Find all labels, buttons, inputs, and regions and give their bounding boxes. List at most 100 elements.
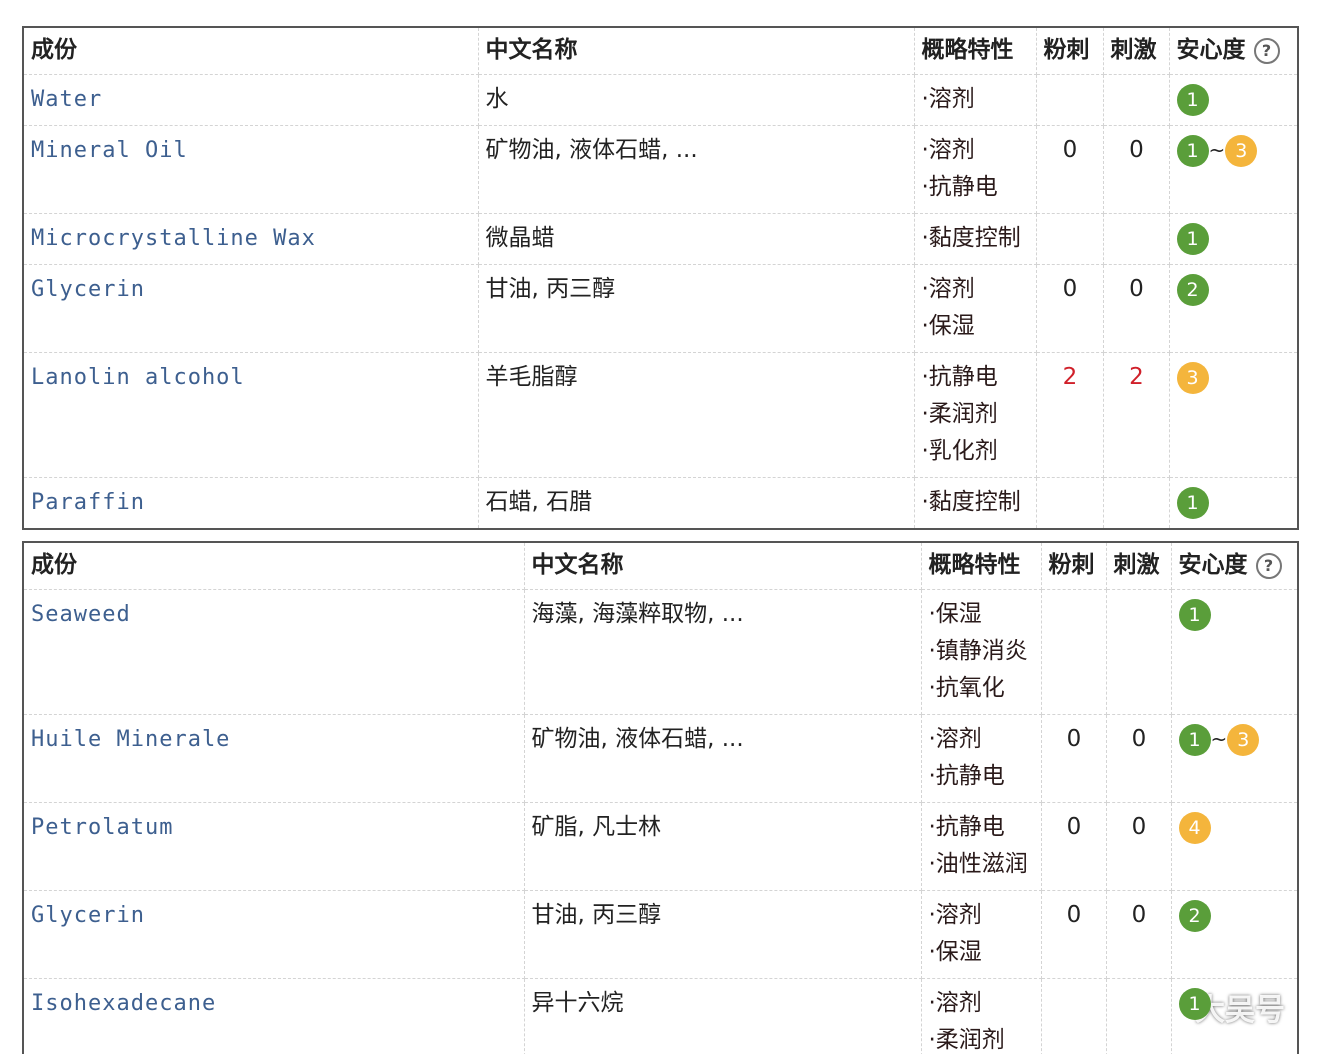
safety-badge: 1 bbox=[1176, 83, 1209, 116]
irritation-cell: 0 bbox=[1102, 264, 1170, 353]
safety-cell: 1 bbox=[1168, 74, 1299, 126]
safety-cell: 1 bbox=[1168, 213, 1299, 265]
property: ·溶剂 bbox=[928, 990, 982, 1016]
ingredient-row: Petrolatum 矿脂, 凡士林 ·抗静电 ·油性滋润 0 0 4 bbox=[22, 802, 1299, 891]
header-label: 粉刺 bbox=[1048, 552, 1095, 578]
ingredient-row: Glycerin 甘油, 丙三醇 ·溶剂 ·保湿 0 0 2 bbox=[22, 264, 1299, 353]
acne-cell: 0 bbox=[1035, 125, 1104, 214]
acne-cell: 0 bbox=[1040, 714, 1107, 803]
ingredient-row: Microcrystalline Wax 微晶蜡 ·黏度控制 1 bbox=[22, 213, 1299, 265]
safety-badge: 2 bbox=[1178, 899, 1211, 932]
range-separator: ~ bbox=[1210, 727, 1228, 751]
irritation-cell bbox=[1102, 74, 1170, 126]
safety-badge: 3 bbox=[1227, 723, 1260, 756]
properties-cell: ·抗静电 ·柔润剂 ·乳化剂 bbox=[913, 352, 1037, 478]
header-label: 安心度 bbox=[1178, 552, 1248, 578]
property: ·溶剂 bbox=[928, 726, 982, 752]
header-cell: 粉刺 bbox=[1035, 26, 1104, 75]
irritation-cell bbox=[1102, 477, 1170, 530]
range-separator: ~ bbox=[1208, 138, 1226, 162]
acne-score: 0 bbox=[1062, 137, 1078, 163]
ingredient-row: Paraffin 石蜡, 石腊 ·黏度控制 1 bbox=[22, 477, 1299, 530]
acne-cell: 2 bbox=[1035, 352, 1104, 478]
safety-cell: 1 bbox=[1170, 589, 1299, 715]
chinese-name: 微晶蜡 bbox=[477, 213, 915, 265]
properties-cell: ·黏度控制 bbox=[913, 213, 1037, 265]
safety-cell: 1 ~3 bbox=[1168, 125, 1299, 214]
irritation-cell: 0 bbox=[1105, 890, 1172, 979]
property: ·溶剂 bbox=[921, 86, 975, 112]
safety-cell: 2 bbox=[1168, 264, 1299, 353]
irritation-cell: 2 bbox=[1102, 352, 1170, 478]
header-label: 安心度 bbox=[1176, 37, 1246, 63]
ingredient-name: Seaweed bbox=[22, 589, 525, 715]
acne-cell bbox=[1040, 589, 1107, 715]
property: ·保湿 bbox=[928, 939, 982, 965]
header-cell: 刺激 bbox=[1105, 541, 1172, 590]
help-icon: ? bbox=[1255, 552, 1282, 579]
chinese-name: 异十六烷 bbox=[523, 978, 922, 1054]
properties-cell: ·溶剂 ·保湿 bbox=[920, 890, 1042, 979]
header-label: 中文名称 bbox=[485, 37, 578, 63]
chinese-name: 矿物油, 液体石蜡, ... bbox=[523, 714, 922, 803]
properties-cell: ·溶剂 bbox=[913, 74, 1037, 126]
header-cell: 中文名称 bbox=[477, 26, 915, 75]
property: ·溶剂 bbox=[928, 902, 982, 928]
safety-badge: 1 bbox=[1178, 987, 1211, 1020]
acne-score: 0 bbox=[1066, 902, 1082, 928]
ingredient-name: Paraffin bbox=[22, 477, 479, 530]
properties-cell: ·溶剂 ·抗静电 bbox=[913, 125, 1037, 214]
ingredient-row: Seaweed 海藻, 海藻粹取物, ... ·保湿 ·镇静消炎 ·抗氧化 1 bbox=[22, 589, 1299, 715]
irritation-cell bbox=[1102, 213, 1170, 265]
header-cell: 概略特性 bbox=[913, 26, 1037, 75]
chinese-name: 水 bbox=[477, 74, 915, 126]
ingredient-name: Huile Minerale bbox=[22, 714, 525, 803]
ingredient-name: Glycerin bbox=[22, 890, 525, 979]
ingredient-name: Petrolatum bbox=[22, 802, 525, 891]
irritation-score: 0 bbox=[1131, 902, 1147, 928]
acne-score: 0 bbox=[1066, 814, 1082, 840]
safety-cell: 1 ~3 bbox=[1170, 714, 1299, 803]
safety-cell: 1 bbox=[1168, 477, 1299, 530]
ingredient-table: 成份 中文名称 概略特性 粉刺 刺激 安心度? Water 水 ·溶剂 1 Mineral Oil 矿… bbox=[22, 26, 1299, 530]
safety-badge: 1 bbox=[1176, 134, 1209, 167]
property: ·乳化剂 bbox=[921, 438, 998, 464]
safety-badge: 2 bbox=[1176, 273, 1209, 306]
header-row: 成份 中文名称 概略特性 粉刺 刺激 安心度? bbox=[22, 541, 1299, 590]
property: ·黏度控制 bbox=[921, 489, 1021, 515]
acne-cell: 0 bbox=[1040, 802, 1107, 891]
irritation-cell bbox=[1105, 978, 1172, 1054]
safety-badge: 1 bbox=[1176, 222, 1209, 255]
properties-cell: ·溶剂 ·抗静电 bbox=[920, 714, 1042, 803]
header-cell: 中文名称 bbox=[523, 541, 922, 590]
property: ·黏度控制 bbox=[921, 225, 1021, 251]
irritation-cell: 0 bbox=[1102, 125, 1170, 214]
acne-score: 0 bbox=[1066, 726, 1082, 752]
irritation-score: 2 bbox=[1129, 364, 1144, 390]
header-cell: 安心度? bbox=[1168, 26, 1299, 75]
acne-cell bbox=[1040, 978, 1107, 1054]
property: ·抗静电 bbox=[928, 814, 1005, 840]
ingredient-name: Glycerin bbox=[22, 264, 479, 353]
property: ·溶剂 bbox=[921, 276, 975, 302]
header-label: 中文名称 bbox=[531, 552, 624, 578]
header-label: 成份 bbox=[31, 37, 77, 63]
acne-cell bbox=[1035, 74, 1104, 126]
ingredient-row: Lanolin alcohol 羊毛脂醇 ·抗静电 ·柔润剂 ·乳化剂 2 2 3 bbox=[22, 352, 1299, 478]
property: ·柔润剂 bbox=[921, 401, 998, 427]
header-cell: 成份 bbox=[22, 26, 479, 75]
irritation-cell: 0 bbox=[1105, 802, 1172, 891]
chinese-name: 甘油, 丙三醇 bbox=[477, 264, 915, 353]
irritation-score: 0 bbox=[1129, 276, 1144, 302]
safety-badge: 3 bbox=[1225, 134, 1258, 167]
safety-cell: 2 bbox=[1170, 890, 1299, 979]
properties-cell: ·溶剂 ·柔润剂 bbox=[920, 978, 1042, 1054]
safety-badge: 1 bbox=[1178, 598, 1211, 631]
property: ·镇静消炎 bbox=[928, 638, 1028, 664]
safety-cell: 1 bbox=[1170, 978, 1299, 1054]
header-cell: 成份 bbox=[22, 541, 525, 590]
header-label: 概略特性 bbox=[921, 37, 1014, 63]
ingredient-row: Huile Minerale 矿物油, 液体石蜡, ... ·溶剂 ·抗静电 0 0 1 ~3 bbox=[22, 714, 1299, 803]
